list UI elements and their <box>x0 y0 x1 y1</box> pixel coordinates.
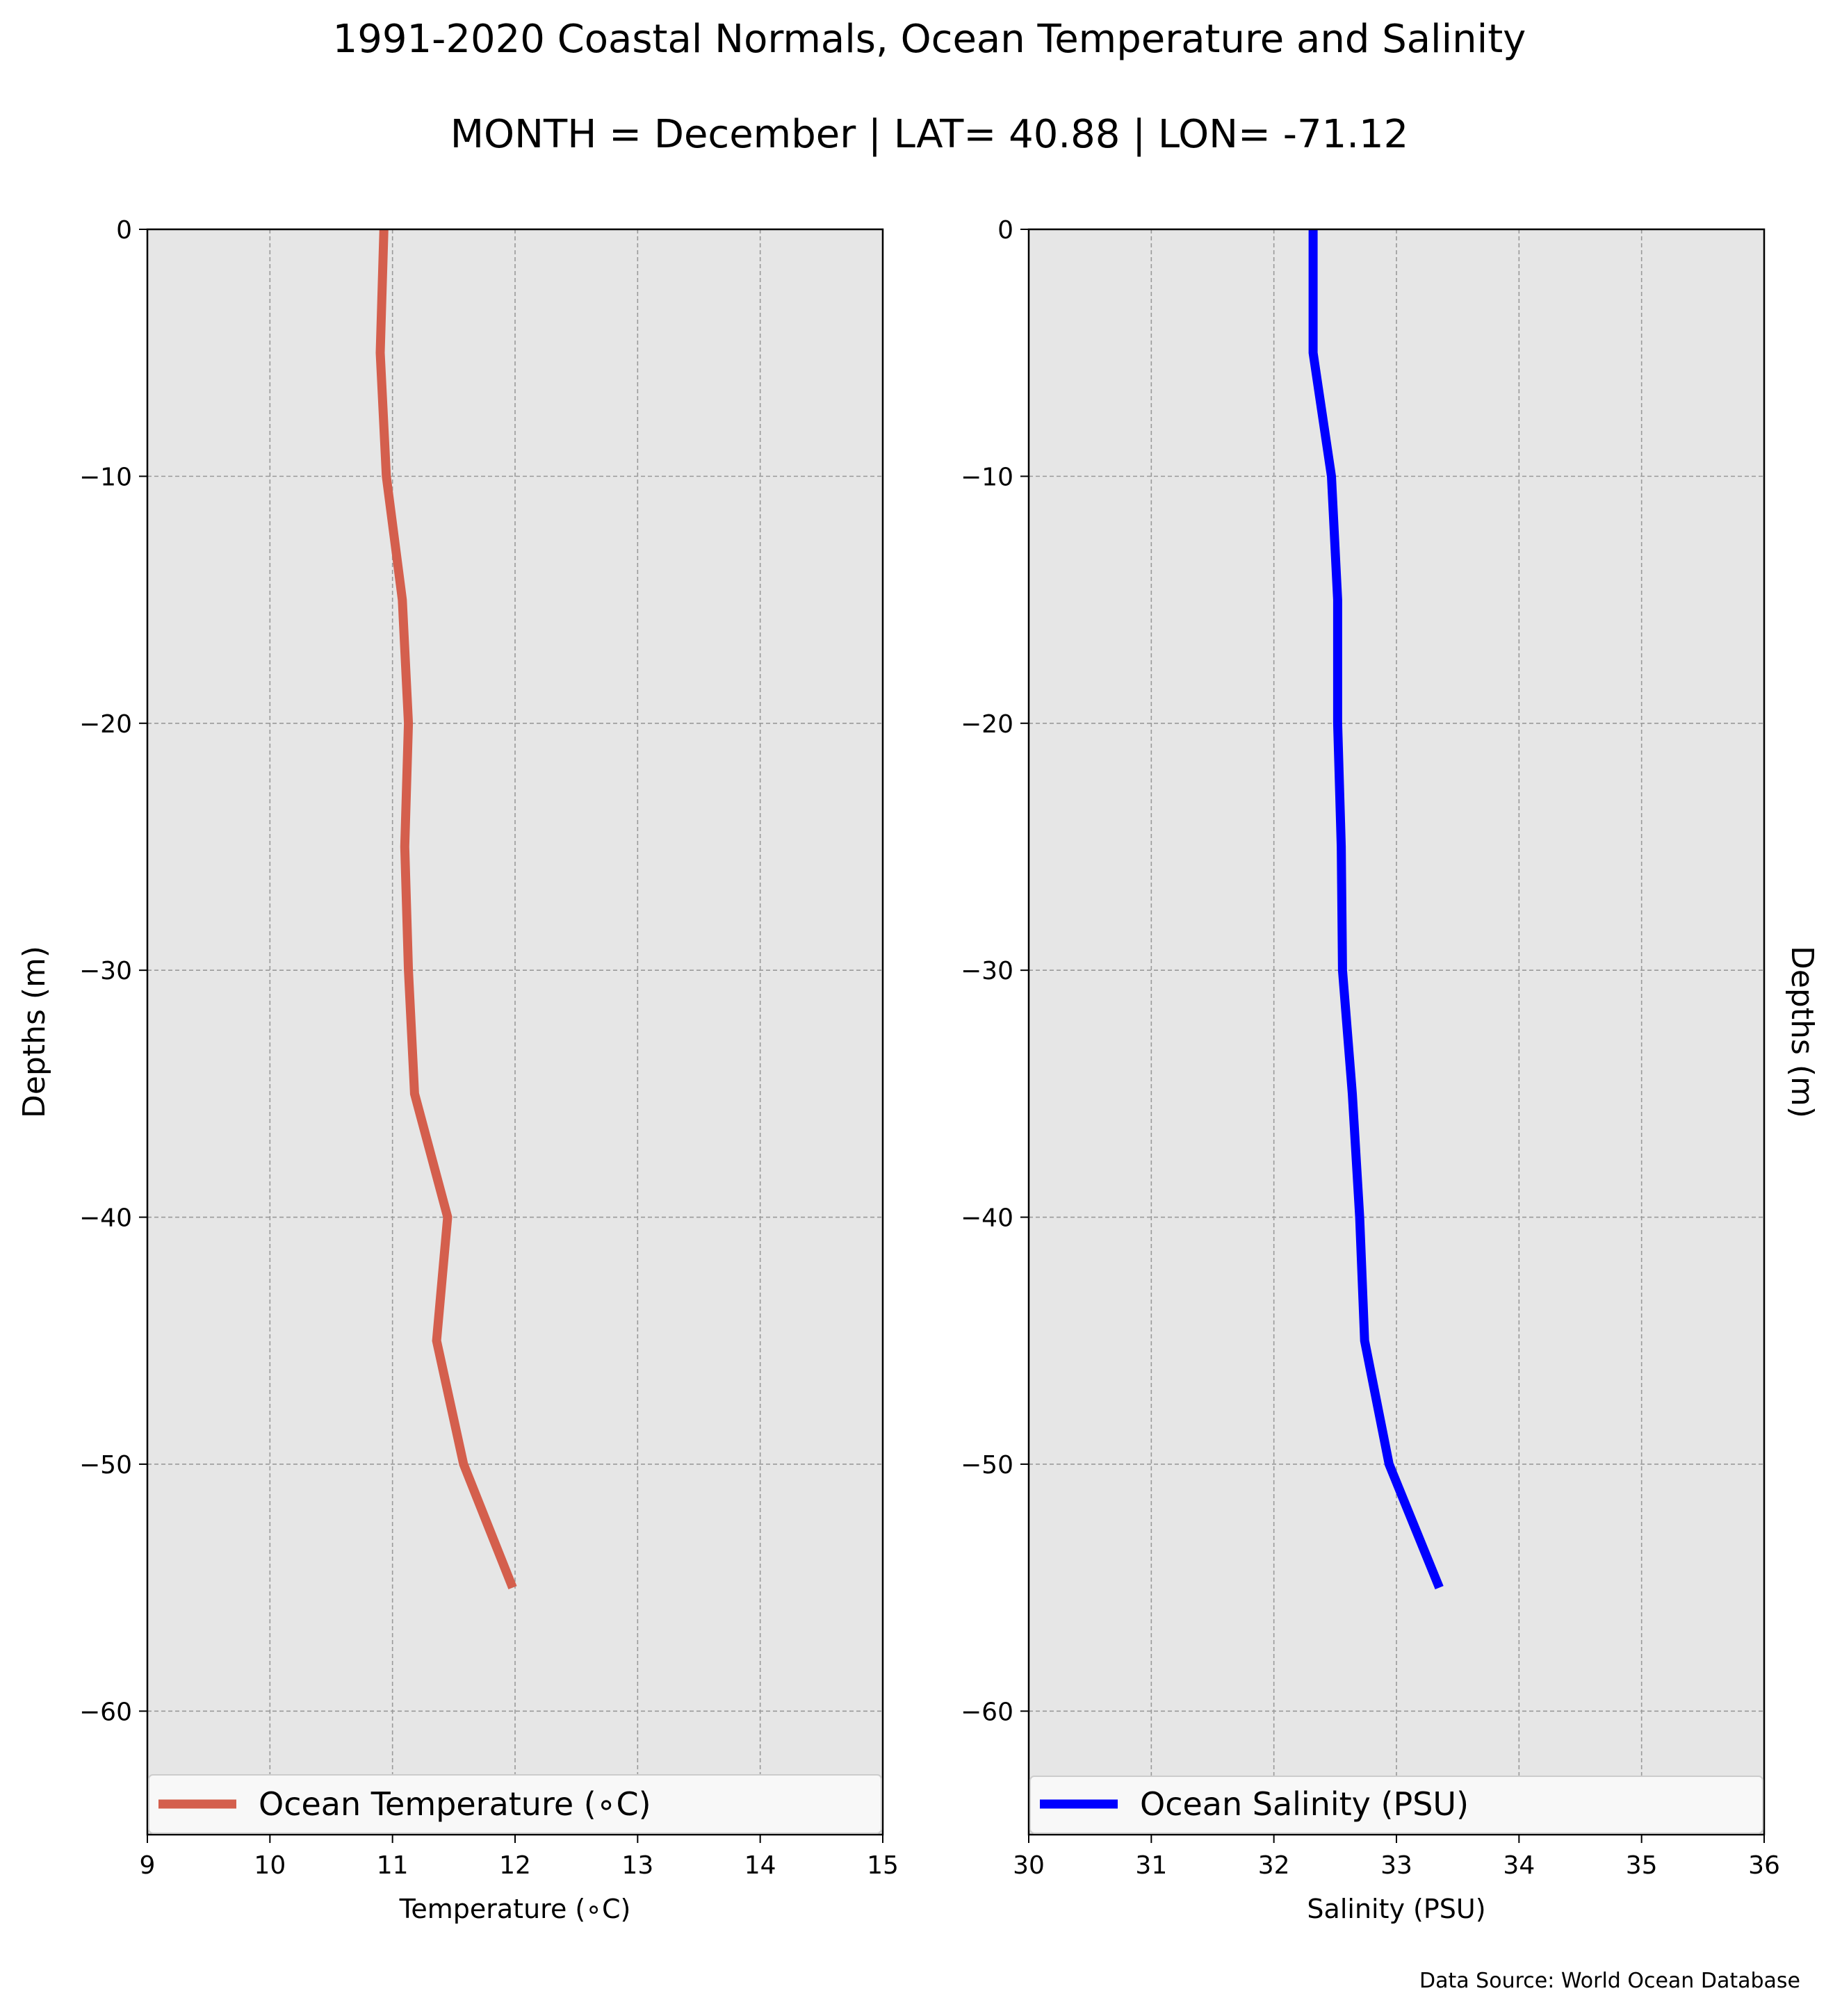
x-tick-label: 10 <box>254 1851 286 1880</box>
figure-subtitle: MONTH = December | LAT= 40.88 | LON= -71… <box>450 112 1409 157</box>
x-tick-label: 15 <box>867 1851 899 1880</box>
x-tick-label: 31 <box>1135 1851 1167 1880</box>
x-axis-label: Temperature (∘C) <box>399 1894 631 1924</box>
temperature-panel: Ocean Temperature (∘C) 9 10 11 12 13 14 15 0 −1… <box>17 216 899 1924</box>
x-axis-label: Salinity (PSU) <box>1307 1894 1485 1924</box>
y-axis-ticks: 0 −10 −20 −30 −40 −50 −60 <box>961 216 1029 1726</box>
y-tick-label: 0 <box>997 216 1013 245</box>
salinity-panel: Ocean Salinity (PSU) 30 31 32 33 34 35 36 0 −10… <box>961 216 1820 1924</box>
y-tick-label: −60 <box>961 1698 1013 1726</box>
x-tick-label: 12 <box>499 1851 531 1880</box>
y-tick-label: −40 <box>961 1204 1013 1233</box>
x-tick-label: 13 <box>621 1851 653 1880</box>
x-axis-ticks: 9 10 11 12 13 14 15 <box>140 1835 899 1880</box>
x-tick-label: 14 <box>744 1851 776 1880</box>
legend: Ocean Salinity (PSU) <box>1029 1776 1763 1834</box>
data-source-note: Data Source: World Ocean Database <box>1419 1969 1800 1993</box>
x-axis-ticks: 30 31 32 33 34 35 36 <box>1013 1835 1780 1880</box>
y-tick-label: −50 <box>961 1451 1013 1480</box>
x-tick-label: 35 <box>1626 1851 1658 1880</box>
series-line <box>375 229 517 1590</box>
x-tick-label: 9 <box>140 1851 156 1880</box>
x-tick-label: 33 <box>1380 1851 1412 1880</box>
y-tick-label: −30 <box>961 957 1013 985</box>
x-tick-label: 11 <box>377 1851 409 1880</box>
y-tick-label: −20 <box>79 710 132 739</box>
series-group <box>1308 229 1444 1590</box>
x-tick-label: 30 <box>1013 1851 1045 1880</box>
legend-label-salinity: Ocean Salinity (PSU) <box>1140 1785 1469 1823</box>
y-tick-label: −10 <box>961 463 1013 491</box>
y-tick-label: −30 <box>79 957 132 985</box>
x-tick-label: 36 <box>1748 1851 1780 1880</box>
y-tick-label: −50 <box>79 1451 132 1480</box>
x-tick-label: 34 <box>1503 1851 1535 1880</box>
x-tick-label: 32 <box>1258 1851 1290 1880</box>
y-tick-label: 0 <box>116 216 132 245</box>
legend-box <box>148 1774 882 1834</box>
y-tick-label: −40 <box>79 1204 132 1233</box>
legend: Ocean Temperature (∘C) <box>148 1774 882 1834</box>
y-axis-label: Depths (m) <box>17 946 52 1118</box>
series-line <box>1308 229 1444 1590</box>
y-tick-label: −10 <box>79 463 132 491</box>
y-axis-ticks: 0 −10 −20 −30 −40 −50 −60 <box>79 216 147 1726</box>
legend-label-temperature: Ocean Temperature (∘C) <box>259 1785 651 1823</box>
legend-box <box>1029 1776 1763 1834</box>
y-tick-label: −20 <box>961 710 1013 739</box>
y-axis-label: Depths (m) <box>1784 946 1820 1118</box>
y-tick-label: −60 <box>79 1698 132 1726</box>
figure-title: 1991-2020 Coastal Normals, Ocean Tempera… <box>333 17 1526 62</box>
series-group <box>375 229 517 1590</box>
